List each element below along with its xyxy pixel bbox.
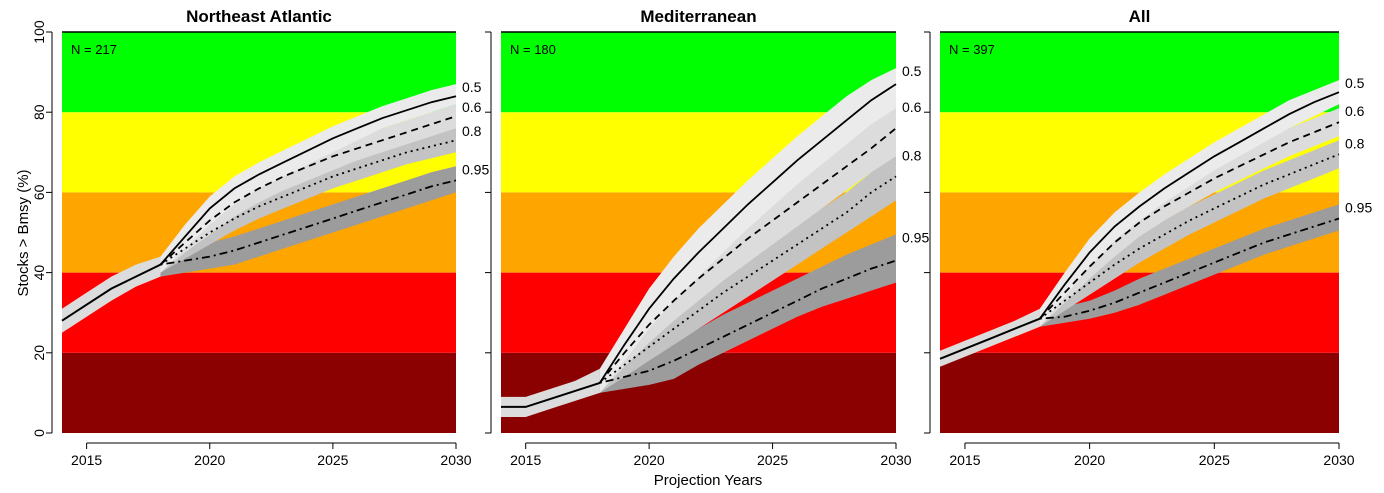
- series-label-0-6: 0.6: [1345, 103, 1365, 119]
- line-0-95: [1039, 217, 1340, 320]
- panel-title: Mediterranean: [640, 7, 756, 26]
- series-label-0-5: 0.5: [902, 63, 922, 79]
- ribbon-0-8: [1039, 140, 1339, 327]
- band-80-100: [62, 32, 456, 113]
- x-tick-label-2025: 2025: [317, 452, 348, 468]
- x-tick-label-2025: 2025: [1199, 452, 1230, 468]
- ribbon-0-95: [160, 166, 456, 277]
- panel-title: All: [1129, 7, 1151, 26]
- line-0-6: [599, 127, 897, 384]
- y-tick-label-0: 0: [31, 429, 47, 437]
- series-label-0-5: 0.5: [1345, 75, 1365, 91]
- band-80-100: [940, 32, 1339, 113]
- series-label-0-8: 0.8: [902, 147, 922, 163]
- x-tick-label-2025: 2025: [757, 452, 788, 468]
- ribbon-0-6: [1039, 108, 1339, 327]
- series-label-0-8: 0.8: [462, 123, 482, 139]
- line-0-6: [159, 115, 457, 266]
- x-tick-label-2015: 2015: [510, 452, 541, 468]
- x-tick-label-2020: 2020: [1074, 452, 1105, 468]
- series-label-0-95: 0.95: [462, 161, 489, 177]
- band-80-100: [501, 32, 896, 113]
- line-0-6: [1039, 121, 1340, 320]
- line-0-5: [1039, 91, 1340, 320]
- y-axis-label: Stocks > Bmsy (%): [15, 169, 32, 296]
- n-annotation: N = 180: [510, 42, 556, 57]
- line-0-5: [599, 83, 897, 384]
- panels: 0.5 0.6 0.8 0.95 Northeast Atlantic N = 217 20…: [31, 7, 1372, 468]
- line-history: [939, 317, 1041, 360]
- line-0-5: [159, 95, 457, 266]
- line-0-8: [1039, 153, 1340, 320]
- x-tick-label-2030: 2030: [440, 452, 471, 468]
- series-label-0-6: 0.6: [902, 99, 922, 115]
- ribbon-history: [501, 368, 600, 417]
- x-axis-label: Projection Years: [654, 472, 762, 489]
- line-0-8: [599, 175, 897, 384]
- ribbon-0-6: [599, 104, 896, 393]
- line-history: [61, 263, 161, 322]
- panel-title: Northeast Atlantic: [186, 7, 332, 26]
- panel-1: 0.5 0.6 0.8 0.95 Mediterranean N = 180 2015 202…: [485, 7, 929, 468]
- band-0-20: [940, 352, 1339, 433]
- y-tick-label-100: 100: [31, 20, 47, 44]
- ribbon-0-5: [1039, 80, 1339, 327]
- y-tick-label-20: 20: [31, 345, 47, 361]
- ribbon-0-95: [1039, 204, 1339, 327]
- series-label-0-6: 0.6: [462, 99, 482, 115]
- ribbon-0-5: [599, 68, 896, 393]
- x-tick-label-2030: 2030: [1323, 452, 1354, 468]
- n-annotation: N = 217: [71, 42, 117, 57]
- series-label-0-5: 0.5: [462, 79, 482, 95]
- x-tick-label-2020: 2020: [634, 452, 665, 468]
- panel-2: 0.5 0.6 0.8 0.95 All N = 397 2015 2020 2025 2030: [924, 7, 1372, 468]
- ribbon-0-8: [599, 152, 896, 393]
- line-0-95: [160, 179, 457, 266]
- x-tick-label-2030: 2030: [880, 452, 911, 468]
- y-tick-label-40: 40: [31, 265, 47, 281]
- series-label-0-95: 0.95: [1345, 199, 1372, 215]
- series-label-0-8: 0.8: [1345, 135, 1365, 151]
- band-0-20: [62, 352, 456, 433]
- y-tick-label-60: 60: [31, 184, 47, 200]
- x-tick-label-2015: 2015: [949, 452, 980, 468]
- panel-0: 0.5 0.6 0.8 0.95 Northeast Atlantic N = 217 20…: [31, 7, 489, 468]
- series-label-0-95: 0.95: [902, 230, 929, 246]
- line-history: [501, 381, 601, 408]
- ribbon-0-95: [599, 234, 896, 393]
- y-tick-label-80: 80: [31, 104, 47, 120]
- x-tick-label-2020: 2020: [194, 452, 225, 468]
- x-tick-label-2015: 2015: [71, 452, 102, 468]
- ribbon-0-6: [160, 104, 456, 273]
- n-annotation: N = 397: [949, 42, 995, 57]
- ribbon-0-8: [160, 128, 456, 273]
